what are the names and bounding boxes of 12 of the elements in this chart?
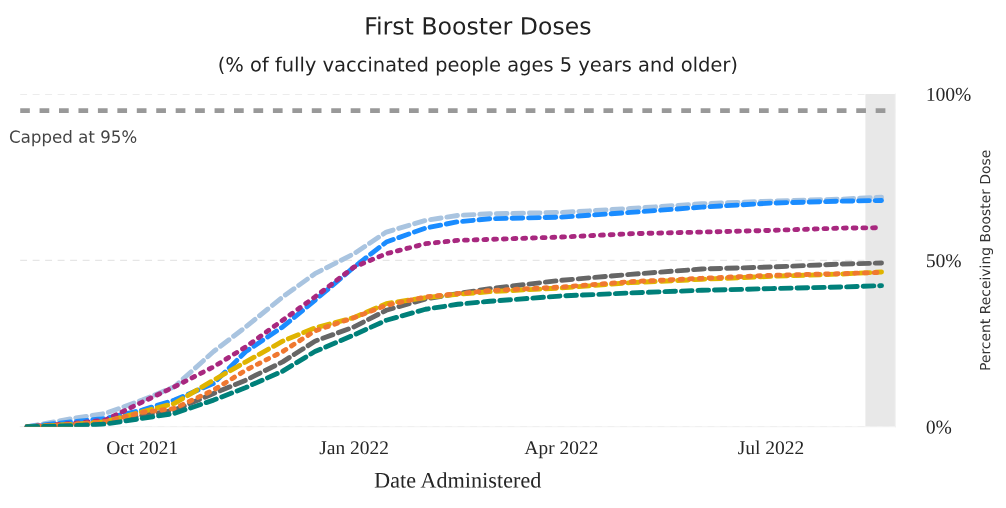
chart-title: First Booster Doses xyxy=(366,16,591,35)
x-tick-label: Jul 2022 xyxy=(738,440,804,455)
chart-subtitle: (% of fully vaccinated people ages 5 years and older) xyxy=(219,56,737,76)
x-axis-title: Date Administered xyxy=(374,472,542,488)
y-tick-label: 50% xyxy=(927,254,961,268)
ref-line-label: Capped at 95% xyxy=(9,130,137,147)
x-tick-label: Oct 2021 xyxy=(107,441,177,455)
y-axis-title: Percent Receiving Booster Dose xyxy=(979,150,994,370)
y-tick-label: 0% xyxy=(926,420,952,434)
y-tick-label: 100% xyxy=(927,87,971,101)
x-tick-label: Apr 2022 xyxy=(524,441,598,459)
x-tick-label: Jan 2022 xyxy=(319,441,388,455)
